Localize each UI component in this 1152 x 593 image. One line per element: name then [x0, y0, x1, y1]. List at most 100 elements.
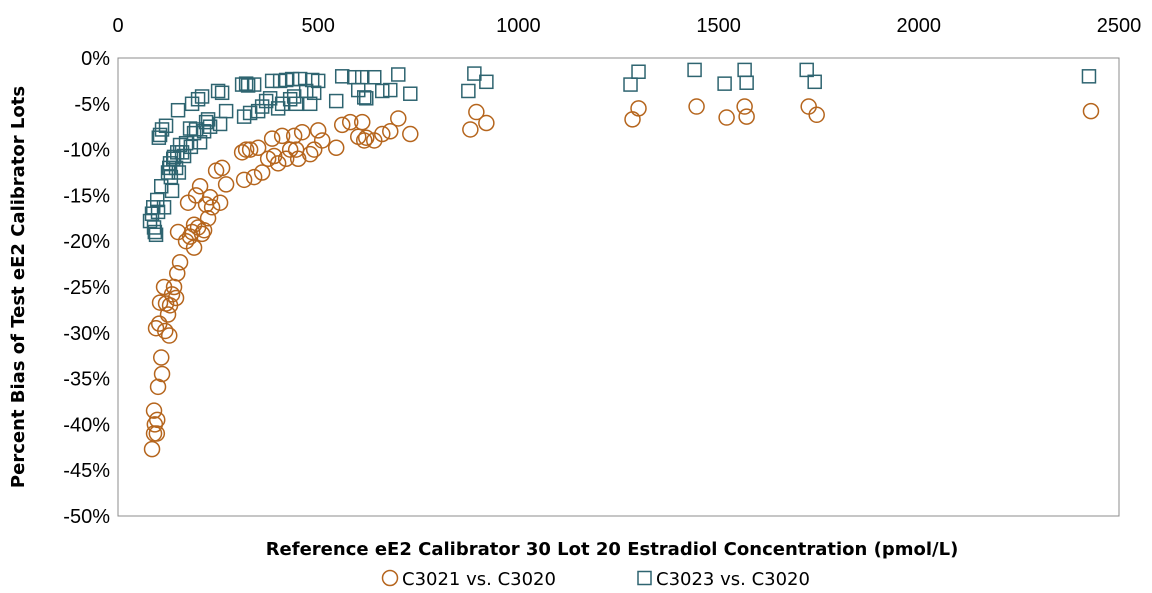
data-point-c3021 [233, 144, 251, 161]
data-point-c3021 [353, 113, 371, 131]
data-point-c3023 [192, 135, 208, 150]
data-point-c3021 [468, 103, 485, 121]
y-axis-ticks: 0% -5% -10% -15% -20% -25% -30% -35% -40% -45% -50… [63, 48, 110, 528]
data-point-c3023 [799, 62, 814, 78]
data-point-c3023 [210, 83, 226, 99]
data-point-c3021 [273, 127, 291, 145]
data-point-c3023 [212, 116, 228, 132]
data-point-c3021 [159, 306, 177, 323]
data-point-c3023 [479, 74, 494, 90]
y-tick-label: -20% [63, 231, 110, 253]
data-point-c3021 [253, 164, 271, 181]
data-points [142, 62, 1100, 458]
data-point-c3023 [739, 75, 754, 90]
data-point-c3023 [461, 83, 476, 99]
data-point-c3023 [148, 227, 164, 243]
data-point-c3023 [346, 69, 362, 85]
data-point-c3021 [195, 221, 213, 239]
data-point-c3021 [718, 109, 735, 126]
data-point-c3021 [191, 177, 209, 195]
data-point-c3023 [302, 96, 318, 112]
data-point-c3023 [292, 71, 308, 87]
legend-label-c3023: C3023 vs. C3020 [656, 569, 810, 590]
data-point-c3021 [199, 210, 217, 227]
data-point-c3021 [382, 123, 399, 140]
data-point-c3021 [193, 225, 211, 243]
data-point-c3023 [1081, 69, 1097, 84]
data-point-c3021 [309, 122, 327, 139]
data-point-c3021 [185, 239, 203, 256]
x-tick-label: 2000 [897, 15, 942, 37]
data-point-c3023 [246, 77, 262, 92]
data-point-c3021 [149, 378, 167, 396]
data-point-c3021 [167, 289, 185, 307]
y-tick-label: -35% [63, 369, 110, 391]
data-point-c3021 [277, 150, 295, 168]
data-point-c3021 [183, 223, 201, 241]
data-point-c3021 [285, 127, 303, 145]
data-point-c3021 [211, 194, 229, 211]
data-point-c3021 [736, 98, 753, 115]
y-tick-label: -50% [63, 506, 110, 528]
data-point-c3021 [327, 139, 345, 157]
y-tick-label: -40% [63, 414, 110, 436]
data-point-c3021 [171, 254, 189, 271]
data-point-c3021 [374, 125, 391, 143]
data-point-c3021 [237, 141, 255, 158]
data-point-c3021 [478, 114, 495, 132]
data-point-c3021 [624, 111, 641, 128]
data-point-c3023 [154, 122, 170, 137]
data-point-c3023 [334, 69, 350, 84]
data-point-c3021 [201, 188, 219, 206]
data-point-c3021 [355, 132, 373, 149]
data-point-c3021 [249, 139, 267, 157]
data-point-c3023 [147, 224, 163, 240]
data-point-c3023 [687, 62, 702, 78]
data-point-c3023 [264, 73, 280, 89]
data-point-c3023 [218, 103, 234, 119]
data-point-c3023 [737, 62, 752, 78]
y-tick-label: -25% [63, 277, 110, 299]
x-tick-label: 1000 [496, 15, 541, 37]
x-axis-title: Reference eE2 Calibrator 30 Lot 20 Estra… [266, 539, 959, 560]
data-point-c3023 [170, 102, 186, 118]
data-point-c3021 [333, 116, 351, 134]
data-point-c3021 [688, 98, 705, 115]
y-tick-label: -5% [74, 94, 110, 116]
data-point-c3021 [808, 106, 825, 124]
data-point-c3023 [383, 82, 398, 98]
data-point-c3023 [174, 145, 190, 160]
data-point-c3023 [164, 183, 180, 199]
data-point-c3023 [178, 135, 194, 151]
data-point-c3021 [245, 168, 263, 186]
data-point-c3023 [262, 91, 278, 106]
legend-marker-c3023 [637, 570, 652, 586]
data-point-c3023 [214, 85, 230, 101]
data-point-c3021 [156, 322, 174, 340]
data-point-c3023 [190, 91, 206, 107]
legend-item-c3023: C3023 vs. C3020 [637, 569, 810, 590]
data-point-c3021 [145, 402, 163, 419]
data-point-c3023 [310, 73, 326, 89]
data-point-c3023 [200, 112, 216, 127]
data-point-c3023 [623, 77, 638, 92]
data-point-c3021 [263, 130, 281, 147]
data-point-c3023 [354, 69, 370, 85]
data-point-c3021 [187, 187, 205, 204]
data-point-c3023 [375, 83, 390, 99]
data-point-c3023 [198, 114, 214, 130]
data-point-c3021 [203, 199, 221, 216]
data-point-c3021 [305, 141, 323, 158]
y-tick-label: 0% [81, 48, 110, 70]
data-point-c3023 [288, 96, 304, 112]
y-tick-label: -45% [63, 460, 110, 482]
data-point-c3021 [152, 349, 170, 366]
y-tick-label: -10% [63, 140, 110, 162]
data-point-c3021 [161, 327, 178, 344]
data-point-c3021 [390, 110, 407, 127]
data-point-c3021 [357, 129, 375, 146]
data-point-c3021 [169, 265, 186, 282]
data-point-c3021 [151, 294, 169, 311]
data-point-c3023 [403, 86, 418, 101]
